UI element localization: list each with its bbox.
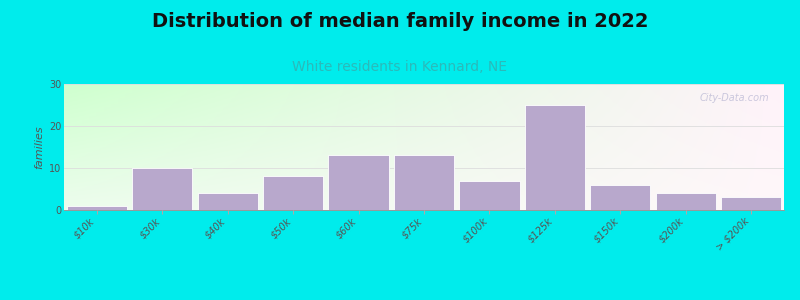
Bar [263, 176, 323, 210]
Bar [66, 206, 127, 210]
Bar [459, 181, 519, 210]
Bar [656, 193, 716, 210]
Bar [329, 155, 389, 210]
Bar [394, 155, 454, 210]
Text: White residents in Kennard, NE: White residents in Kennard, NE [293, 60, 507, 74]
Text: City-Data.com: City-Data.com [700, 93, 770, 103]
Bar [721, 197, 782, 210]
Bar [198, 193, 258, 210]
Y-axis label: families: families [34, 125, 45, 169]
Bar [590, 185, 650, 210]
Bar [132, 168, 192, 210]
Text: Distribution of median family income in 2022: Distribution of median family income in … [152, 12, 648, 31]
Bar [525, 105, 585, 210]
